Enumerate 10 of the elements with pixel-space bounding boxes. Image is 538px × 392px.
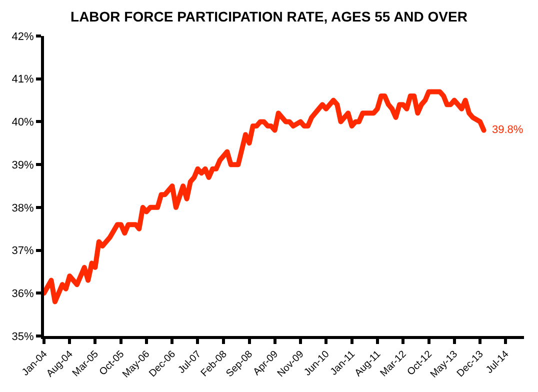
y-tick-label: 40% — [12, 116, 34, 129]
y-tick-label: 41% — [12, 74, 34, 86]
chart-title: LABOR FORCE PARTICIPATION RATE, AGES 55 AND OVER — [70, 8, 468, 25]
y-tick-label: 39% — [12, 159, 34, 172]
y-tick-label: 36% — [12, 288, 34, 300]
y-tick-label: 38% — [12, 202, 34, 214]
annotation: 39.8% — [492, 124, 524, 136]
y-tick-label: 42% — [12, 30, 34, 43]
y-tick-label: 37% — [12, 245, 34, 258]
y-tick-label: 35% — [12, 330, 34, 343]
